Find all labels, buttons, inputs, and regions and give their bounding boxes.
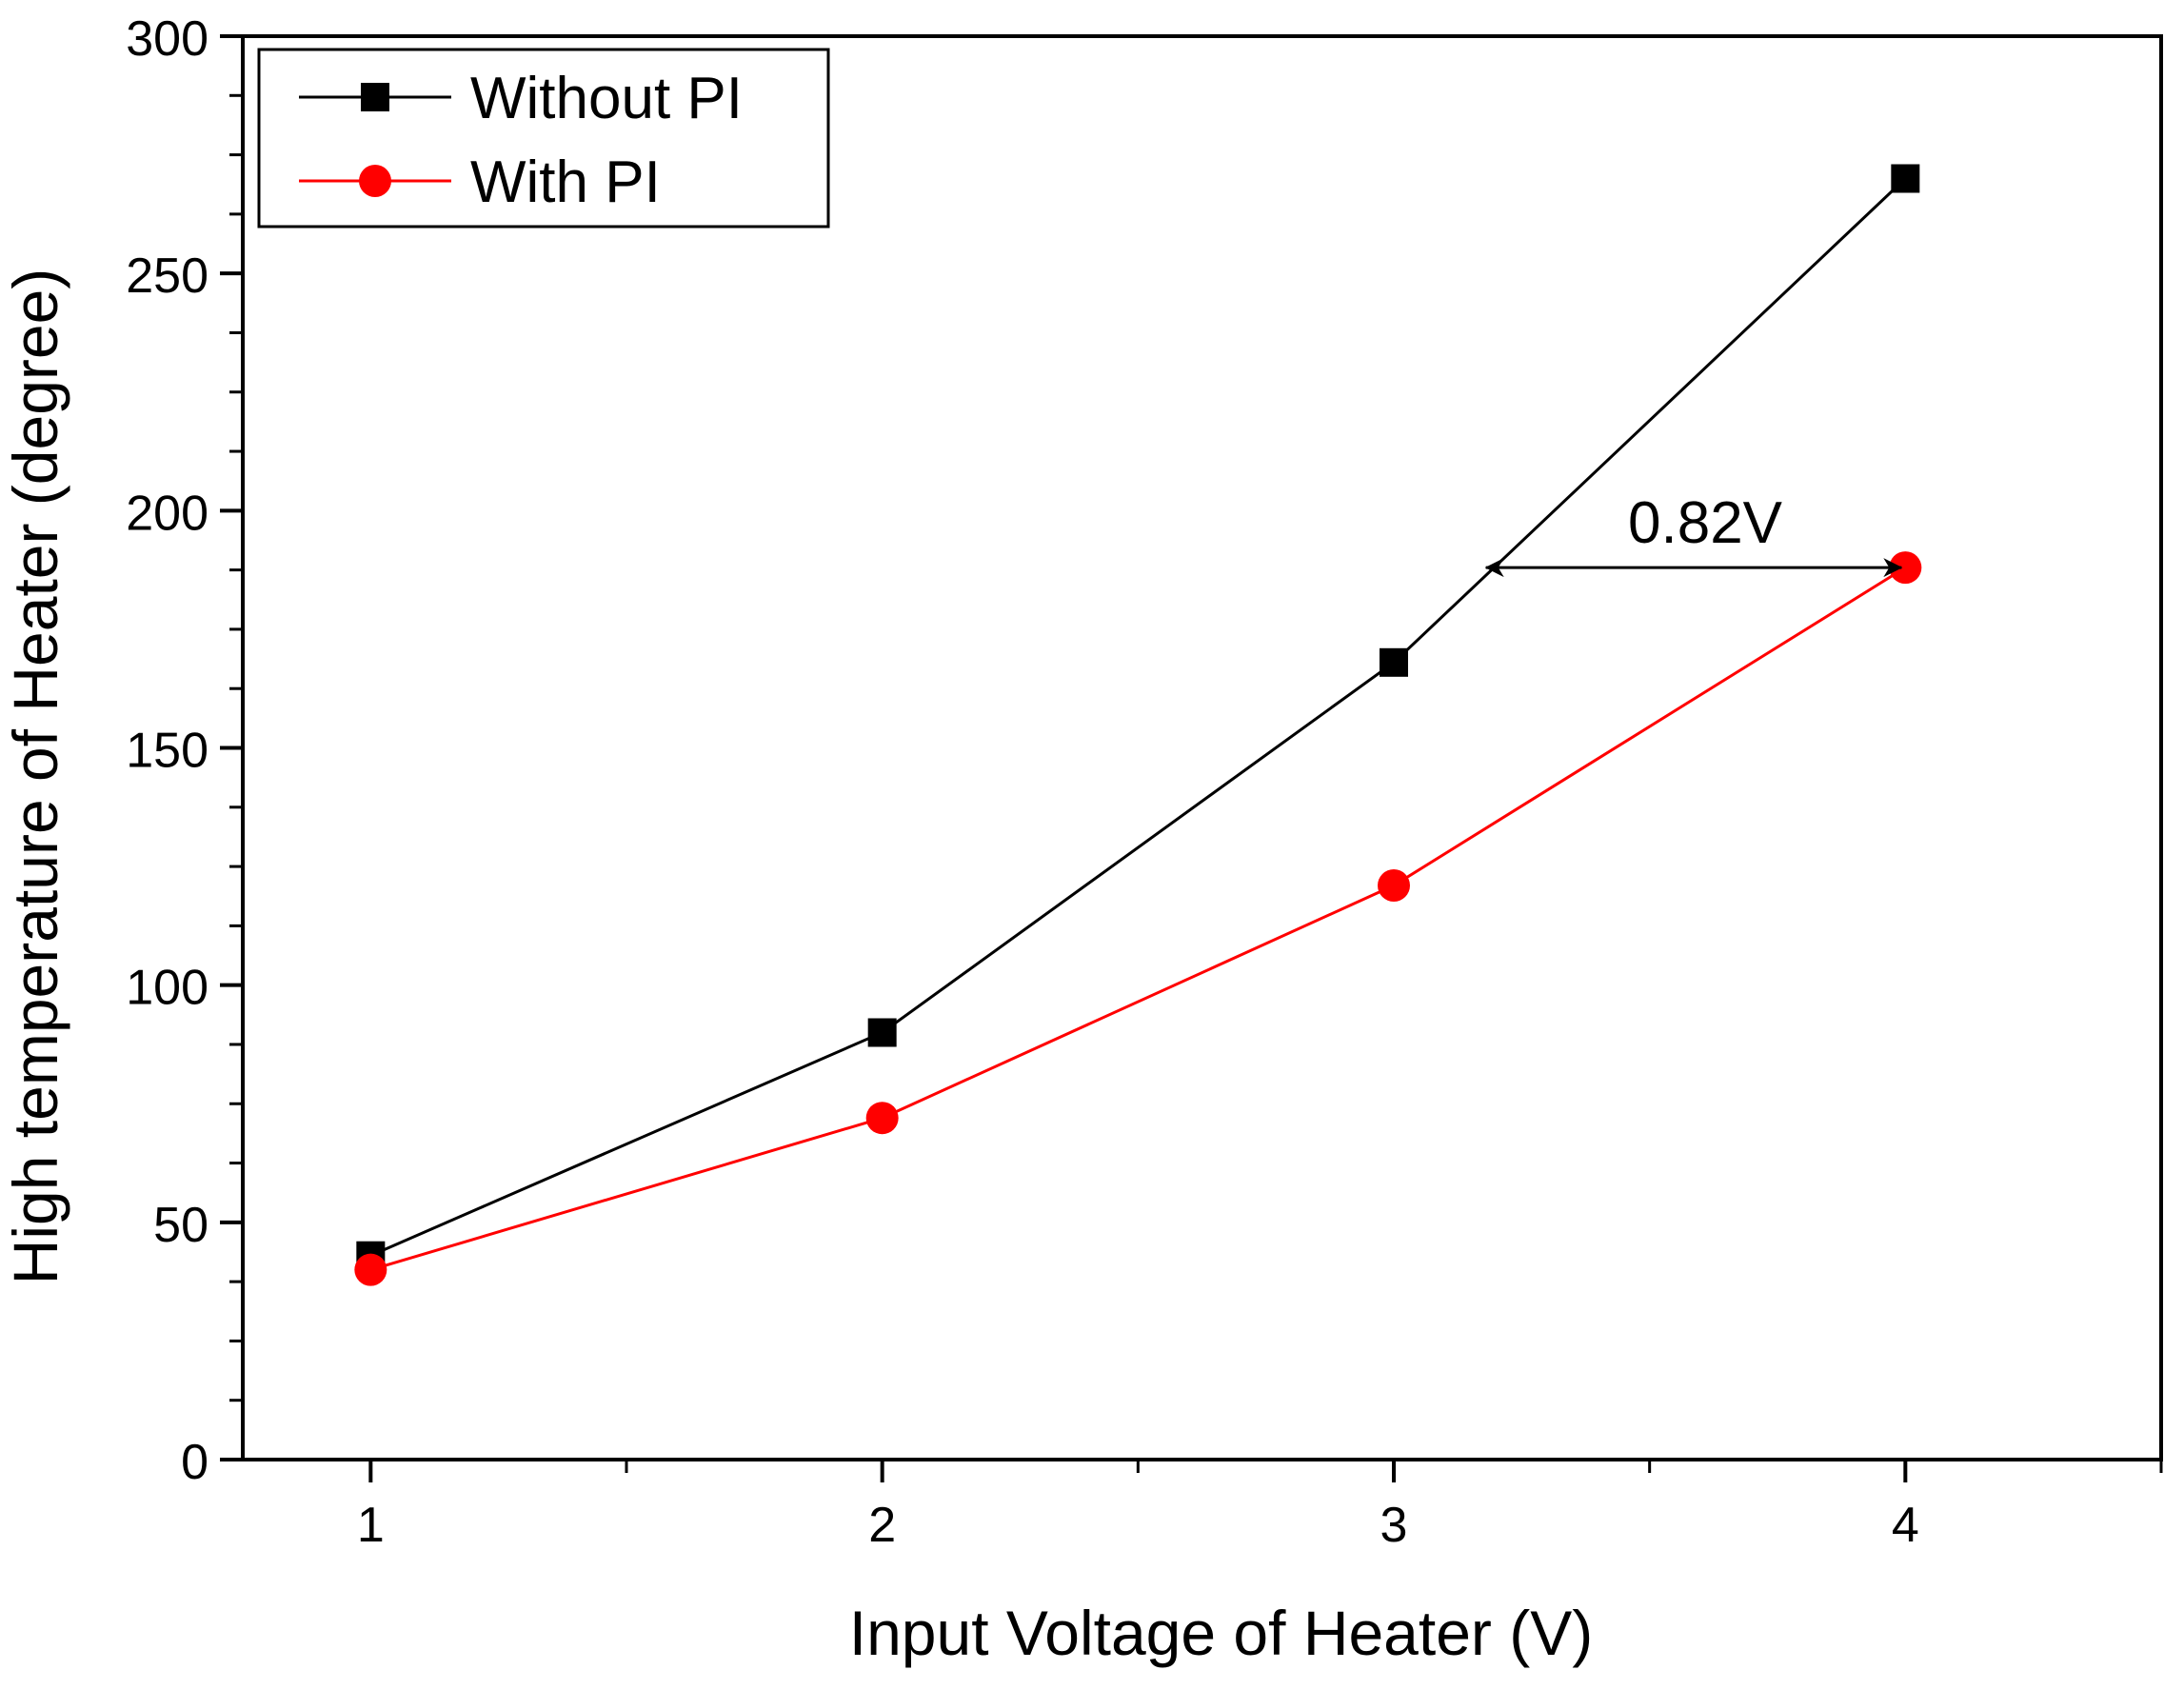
plot-frame: [241, 34, 2163, 1461]
data-point-circle: [354, 1253, 387, 1286]
data-point-square: [1380, 647, 1408, 677]
series-line: [369, 177, 1907, 1258]
y-tick-label: 50: [153, 1198, 208, 1253]
legend-marker-square: [361, 83, 389, 111]
y-tick-label: 150: [126, 724, 208, 779]
series-without-pi: [356, 164, 1920, 1270]
legend-marker-circle: [359, 165, 391, 197]
series-with-pi: [354, 551, 1922, 1286]
y-tick-label: 300: [126, 11, 208, 67]
data-point-circle: [1378, 869, 1410, 903]
series-line: [369, 566, 1907, 1272]
x-tick-label: 3: [1380, 1498, 1408, 1553]
y-tick-label: 0: [181, 1435, 208, 1490]
legend-box: [257, 48, 830, 229]
legend-label: Without PI: [470, 66, 743, 131]
y-tick-label: 200: [126, 486, 208, 541]
legend-entries: Without PI With PI: [299, 66, 743, 215]
y-tick-label: 100: [126, 961, 208, 1016]
data-point-circle: [865, 1102, 899, 1135]
annotation-label: 0.82V: [1628, 490, 1783, 556]
x-tick-label: 1: [357, 1498, 385, 1553]
x-tick-label: 2: [868, 1498, 896, 1553]
legend: Without PI With PI: [257, 48, 830, 229]
x-tick-label: 4: [1892, 1498, 1919, 1553]
legend-entry-with-pi: With PI: [299, 149, 661, 215]
y-tick-label: 250: [126, 249, 208, 304]
axes: 0 50 100 150 200 250 300 1 2 3 4: [126, 11, 2163, 1553]
annotation-group: 0.82V: [1484, 490, 1903, 578]
x-axis-label: Input Voltage of Heater (V): [849, 1598, 1593, 1668]
legend-label: With PI: [470, 149, 661, 215]
data-point-square: [867, 1018, 897, 1047]
legend-entry-without-pi: Without PI: [299, 66, 743, 131]
series-group: [354, 164, 1922, 1286]
y-axis-label: High temperature of Heater (degree): [0, 268, 70, 1285]
data-point-square: [1891, 164, 1920, 193]
